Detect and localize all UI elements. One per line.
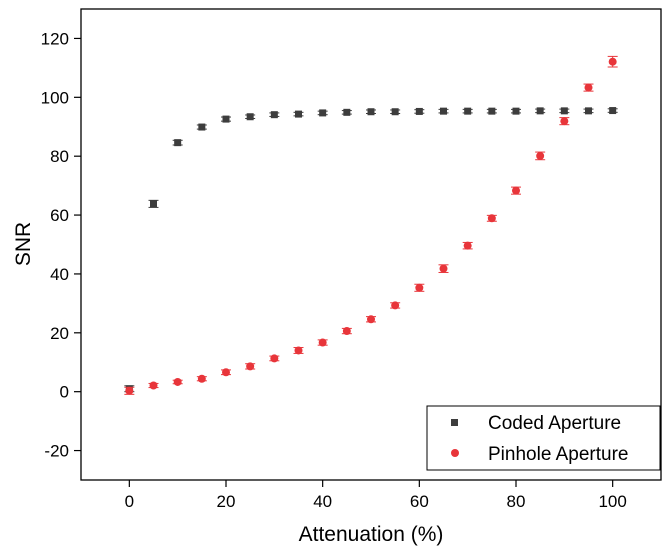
y-tick-label: 20 bbox=[50, 324, 69, 343]
legend: Coded Aperture Pinhole Aperture bbox=[426, 405, 661, 471]
data-point bbox=[463, 241, 472, 250]
data-point bbox=[125, 386, 134, 395]
data-point bbox=[367, 108, 375, 116]
data-point bbox=[174, 139, 182, 147]
x-tick-label: 0 bbox=[125, 492, 134, 511]
x-tick-label: 100 bbox=[598, 492, 626, 511]
legend-marker-pinhole-aperture bbox=[451, 449, 459, 457]
y-axis-ticks: -20 0 20 40 60 80 100 120 bbox=[41, 29, 81, 461]
y-tick-label: -20 bbox=[44, 442, 69, 461]
data-point bbox=[198, 123, 206, 131]
y-axis-title: SNR bbox=[12, 222, 35, 266]
data-point bbox=[222, 115, 230, 123]
data-point bbox=[150, 200, 157, 208]
y-tick-label: 60 bbox=[50, 206, 69, 225]
data-point bbox=[391, 108, 399, 116]
x-tick-label: 60 bbox=[410, 492, 429, 511]
legend-label-pinhole-aperture: Pinhole Aperture bbox=[488, 444, 629, 465]
data-point bbox=[415, 107, 423, 115]
data-point bbox=[512, 186, 520, 195]
data-point bbox=[246, 362, 255, 371]
x-tick-label: 20 bbox=[217, 492, 236, 511]
x-axis-title: Attenuation (%) bbox=[299, 523, 444, 546]
x-axis-ticks: 0 20 40 60 80 100 bbox=[125, 480, 627, 511]
data-point bbox=[536, 151, 545, 160]
data-point bbox=[173, 377, 182, 386]
legend-label-coded-aperture: Coded Aperture bbox=[488, 413, 621, 434]
data-point bbox=[439, 264, 448, 273]
y-tick-label: 120 bbox=[41, 29, 69, 48]
y-tick-label: 40 bbox=[50, 265, 69, 284]
data-point bbox=[464, 107, 472, 115]
plot-frame bbox=[80, 8, 662, 481]
data-point bbox=[367, 315, 375, 324]
series-coded-aperture bbox=[124, 107, 618, 393]
x-tick-label: 40 bbox=[313, 492, 332, 511]
data-point bbox=[342, 327, 351, 336]
data-point bbox=[391, 301, 400, 310]
legend-marker-coded-aperture bbox=[451, 419, 458, 426]
data-point bbox=[319, 109, 327, 117]
data-point bbox=[585, 107, 592, 115]
data-point bbox=[560, 107, 568, 115]
data-point bbox=[608, 57, 617, 66]
data-point bbox=[343, 108, 351, 116]
data-point bbox=[536, 107, 544, 115]
data-point bbox=[609, 107, 617, 115]
data-point bbox=[584, 83, 593, 92]
data-point bbox=[318, 338, 327, 347]
data-point bbox=[295, 110, 302, 118]
data-point bbox=[222, 368, 230, 377]
data-point bbox=[246, 113, 254, 121]
data-point bbox=[440, 107, 447, 115]
y-tick-label: 0 bbox=[60, 383, 69, 402]
legend-box bbox=[426, 405, 661, 471]
data-point bbox=[149, 381, 158, 390]
data-point bbox=[487, 214, 496, 223]
data-point bbox=[415, 283, 424, 292]
data-point bbox=[512, 107, 520, 115]
data-point bbox=[270, 111, 278, 119]
x-tick-label: 80 bbox=[507, 492, 526, 511]
data-point bbox=[560, 117, 569, 126]
data-point bbox=[197, 374, 206, 383]
data-point bbox=[294, 346, 303, 355]
y-tick-label: 80 bbox=[50, 147, 69, 166]
series-layer bbox=[124, 55, 618, 395]
data-point bbox=[270, 354, 279, 363]
series-pinhole-aperture bbox=[124, 55, 618, 395]
y-tick-label: 100 bbox=[41, 88, 69, 107]
data-point bbox=[488, 107, 496, 115]
